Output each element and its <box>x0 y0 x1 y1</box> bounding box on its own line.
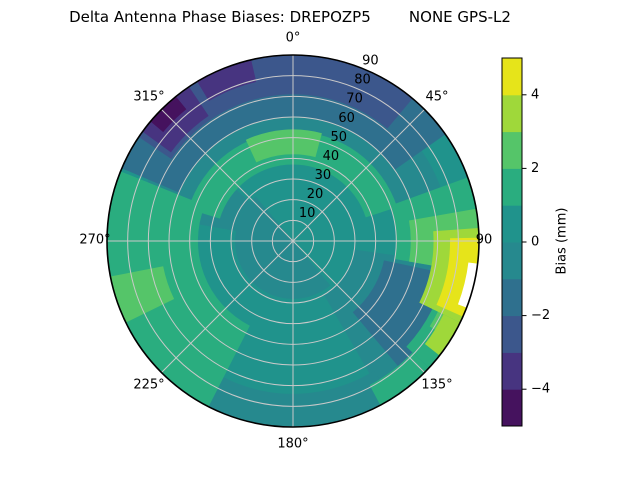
polar-grid-spoke <box>161 240 294 373</box>
colorbar-segment <box>502 242 522 280</box>
colorbar-axis-label: Bias (mm) <box>555 208 570 275</box>
radial-tick-label: 30 <box>315 168 332 183</box>
colorbar-segment <box>502 94 522 133</box>
radial-tick-label: 40 <box>323 149 340 164</box>
colorbar-segment <box>502 58 522 96</box>
radial-tick-label: 80 <box>354 73 371 88</box>
colorbar-segment <box>502 389 522 427</box>
colorbar-segment <box>502 131 522 169</box>
colorbar-segment <box>502 278 522 317</box>
radial-tick-label: 70 <box>346 92 363 107</box>
contour-region-3to4 <box>424 314 461 356</box>
colorbar-segment <box>502 315 522 353</box>
polar-grid-spoke <box>292 109 425 242</box>
colorbar-segment <box>502 352 522 390</box>
contour-region-nodata <box>457 262 478 308</box>
contour-region-2to3 <box>245 129 322 163</box>
colorbar-segment <box>502 168 522 206</box>
radial-tick-label: 10 <box>299 206 316 221</box>
contour-region--1to0 <box>208 370 392 427</box>
chart-title: Delta Antenna Phase Biases: DREPOZP5 NON… <box>69 8 511 26</box>
polar-grid-spoke <box>161 109 294 242</box>
contour-region--4to-3 <box>142 86 209 153</box>
radial-tick-label: 60 <box>338 111 355 126</box>
contour-region--5to-4 <box>150 96 187 133</box>
contour-region-1to2 <box>369 352 430 406</box>
contour-region--1to0 <box>235 196 331 299</box>
azimuth-label-180: 180° <box>277 437 308 452</box>
colorbar-tick-label: −4 <box>531 382 550 397</box>
radial-tick-label: 90 <box>362 53 379 68</box>
azimuth-label-90: 90 <box>476 233 493 248</box>
polar-outline <box>106 54 480 428</box>
contour-region-2to3 <box>110 266 175 323</box>
colorbar-tick-label: 0 <box>531 235 539 250</box>
azimuth-label-225: 225° <box>133 378 164 393</box>
radial-tick-label: 20 <box>307 187 324 202</box>
azimuth-label-315: 315° <box>133 90 164 105</box>
azimuth-label-270: 270° <box>79 233 110 248</box>
radial-tick-label: 50 <box>330 130 347 145</box>
contour-region--4to-3 <box>197 59 257 102</box>
azimuth-label-45: 45° <box>425 90 448 105</box>
contour-region-1to2 <box>188 131 398 219</box>
azimuth-label-135: 135° <box>421 378 452 393</box>
colorbar-tick-label: 2 <box>531 161 539 176</box>
colorbar-tick-label: −2 <box>531 308 550 323</box>
azimuth-label-0: 0° <box>286 31 301 46</box>
polar-grid-spoke <box>292 240 425 373</box>
colorbar-tick-label: 4 <box>531 87 539 102</box>
colorbar-segment <box>502 205 522 243</box>
